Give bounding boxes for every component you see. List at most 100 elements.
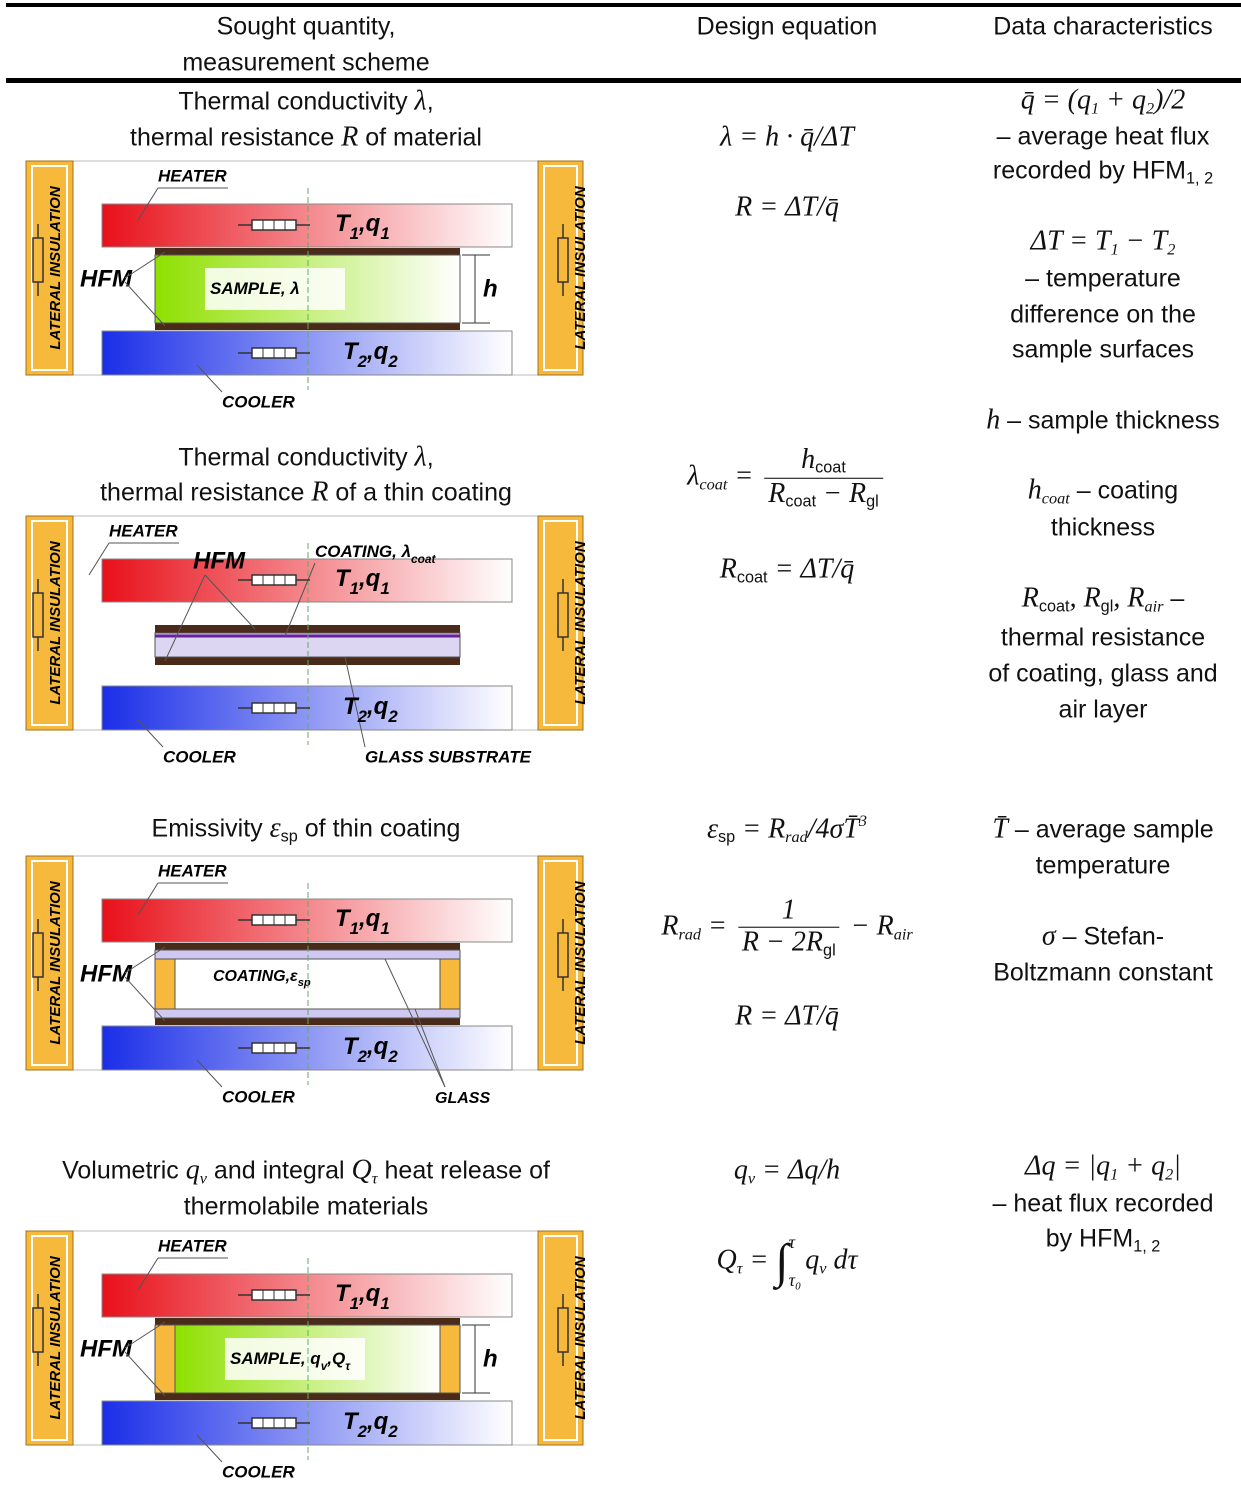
data-line: by HFM1, 2 <box>1046 1226 1161 1257</box>
text-run: of coating, glass and <box>988 659 1217 687</box>
text-run: | <box>1173 1151 1181 1182</box>
text-run: – average sample <box>1008 816 1214 844</box>
row-title: Volumetric qv and integral Qτ heat relea… <box>62 1156 550 1189</box>
integral-sign: ∫ <box>775 1236 788 1289</box>
spacer <box>440 1325 460 1393</box>
row-title: Emissivity εsp of thin coating <box>152 814 461 847</box>
text-run: h <box>986 405 1000 436</box>
subscript: 2 <box>387 352 398 371</box>
text-run: R − 2R <box>742 927 823 958</box>
text-run: R <box>768 478 785 509</box>
data-line: difference on the <box>1010 301 1196 329</box>
subscript: 2 <box>387 707 398 726</box>
text-run: temperature <box>1036 851 1171 879</box>
text-run: ε <box>707 813 718 844</box>
text-run: σ <box>1042 921 1056 952</box>
text-run: Q <box>716 1245 736 1276</box>
text-run: by HFM <box>1046 1225 1134 1253</box>
data-line: of coating, glass and <box>988 660 1217 688</box>
insulation-label: LATERAL INSULATION <box>47 880 64 1044</box>
text-run: ,Q <box>326 1349 345 1368</box>
subscript: 1 <box>380 579 389 598</box>
text-run: Δq = |q <box>1025 1151 1110 1182</box>
top-rule <box>6 3 1241 7</box>
row-title: thermal resistance R of material <box>130 123 482 154</box>
subscript: sp <box>298 977 311 989</box>
text-run: = Δq/h <box>755 1155 840 1186</box>
text-run: ,q <box>366 1033 389 1060</box>
data-line: recorded by HFM1, 2 <box>993 158 1213 189</box>
insulation-label: LATERAL INSULATION <box>572 880 589 1044</box>
subscript: 2 <box>357 1422 368 1441</box>
upper-limit: τ <box>789 1233 802 1253</box>
header-cell: Data characteristics <box>993 13 1213 41</box>
text-run: ,q <box>366 338 389 365</box>
text-run: ,q <box>366 693 389 720</box>
cooler-label: COOLER <box>222 1087 295 1106</box>
text-run: Thermal conductivity <box>178 444 414 472</box>
hfm-label: HFM <box>80 1335 133 1362</box>
insulation-label: LATERAL INSULATION <box>47 540 64 704</box>
subscript: 1 <box>380 1294 389 1313</box>
equation: Rrad = 1R − 2Rgl − Rair <box>661 896 912 961</box>
data-line: σ – Stefan- <box>1042 922 1164 953</box>
header-cell: Sought quantity, <box>217 13 396 41</box>
coating-label: COATING,εsp <box>213 968 311 989</box>
text-run: h <box>1028 475 1042 506</box>
scheme-diagram: LATERAL INSULATION LATERAL INSULATION COAT… <box>25 855 595 1117</box>
equation: Rcoat = ΔT/q̄ <box>720 555 855 588</box>
text-run: sample surfaces <box>1012 335 1194 363</box>
row-title: Thermal conductivity λ, <box>178 443 433 474</box>
subscript: 2 <box>387 1422 398 1441</box>
dimension-label: h <box>483 275 498 302</box>
text-run: R <box>1022 583 1039 614</box>
data-line: Δq = |q1 + q2| <box>1025 1152 1181 1185</box>
text-run: q <box>310 1349 321 1368</box>
data-line: thickness <box>1051 514 1155 542</box>
subscript: coat <box>411 552 436 566</box>
text-run: thermolabile materials <box>184 1192 429 1220</box>
data-line: hcoat – coating <box>1028 476 1178 509</box>
denominator: Rcoat − Rgl <box>764 478 882 512</box>
equation: λ = h · q̄/ΔT <box>720 123 854 154</box>
scheme-diagram: LATERAL INSULATIONLATERAL INSULATIONSAMP… <box>25 1230 595 1492</box>
resistor <box>33 933 43 977</box>
subscript: 2 <box>387 1047 398 1066</box>
text-run: q <box>805 1245 819 1276</box>
text-run: q <box>734 1155 748 1186</box>
subscript: gl <box>823 941 836 959</box>
data-line: q̄ = (q1 + q2)/2 <box>1021 86 1185 119</box>
equation: R = ΔT/q̄ <box>735 193 839 224</box>
glass-label: GLASS SUBSTRATE <box>365 747 532 766</box>
subscript: coat <box>785 492 816 510</box>
text-run: = ΔT/q̄ <box>768 554 855 585</box>
text-run: = <box>701 911 734 942</box>
text-run: – sample thickness <box>1000 407 1220 435</box>
heater-label: HEATER <box>109 521 178 540</box>
text-run: /4σT̄ <box>808 813 859 844</box>
text-run: R <box>341 122 358 153</box>
data-line: h – sample thickness <box>986 406 1220 437</box>
spacer <box>155 1325 175 1393</box>
text-run: T̄ <box>992 814 1008 845</box>
resistor <box>558 593 568 637</box>
equation: R = ΔT/q̄ <box>735 1002 839 1033</box>
resistor <box>558 238 568 282</box>
subscript: coat <box>1042 490 1070 508</box>
text-run: thermal resistance <box>130 124 341 152</box>
text-run: thermal resistance <box>100 479 311 507</box>
supscript: 3 <box>859 812 867 830</box>
subscript: 1 <box>350 1294 359 1313</box>
integral: ∫ττ₀ <box>775 1233 805 1291</box>
text-run: difference on the <box>1010 300 1196 328</box>
subscript: v <box>200 1170 207 1188</box>
hfm-label: HFM <box>80 960 133 987</box>
text-run: Q <box>352 1155 372 1186</box>
text-run: )/2 <box>1154 85 1185 116</box>
text-run: − R <box>816 478 866 509</box>
subscript: rad <box>678 925 701 943</box>
subscript: sp <box>718 828 735 846</box>
text-run: ΔT = T <box>1031 226 1111 257</box>
text-run: h <box>801 444 815 475</box>
